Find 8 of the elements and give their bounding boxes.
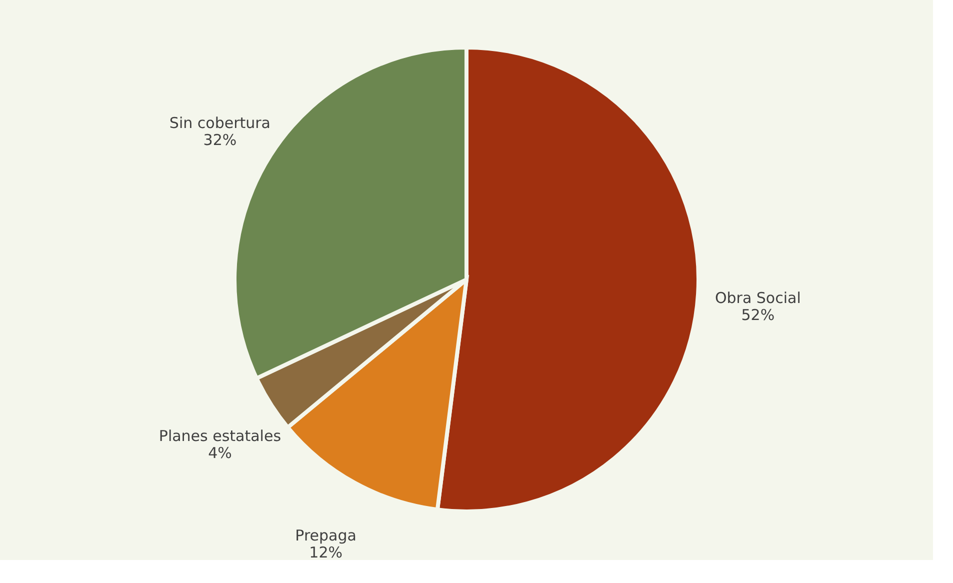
data-label: 52% <box>741 306 775 324</box>
slice-label: Sin cobertura <box>169 114 270 132</box>
slice-label: Obra Social <box>714 288 801 307</box>
data-label: 12% <box>309 543 342 562</box>
data-label: 32% <box>203 131 237 150</box>
slice-label: Prepaga <box>295 526 356 544</box>
slice-label: Planes estatales <box>158 426 282 445</box>
data-label: 4% <box>208 444 232 462</box>
